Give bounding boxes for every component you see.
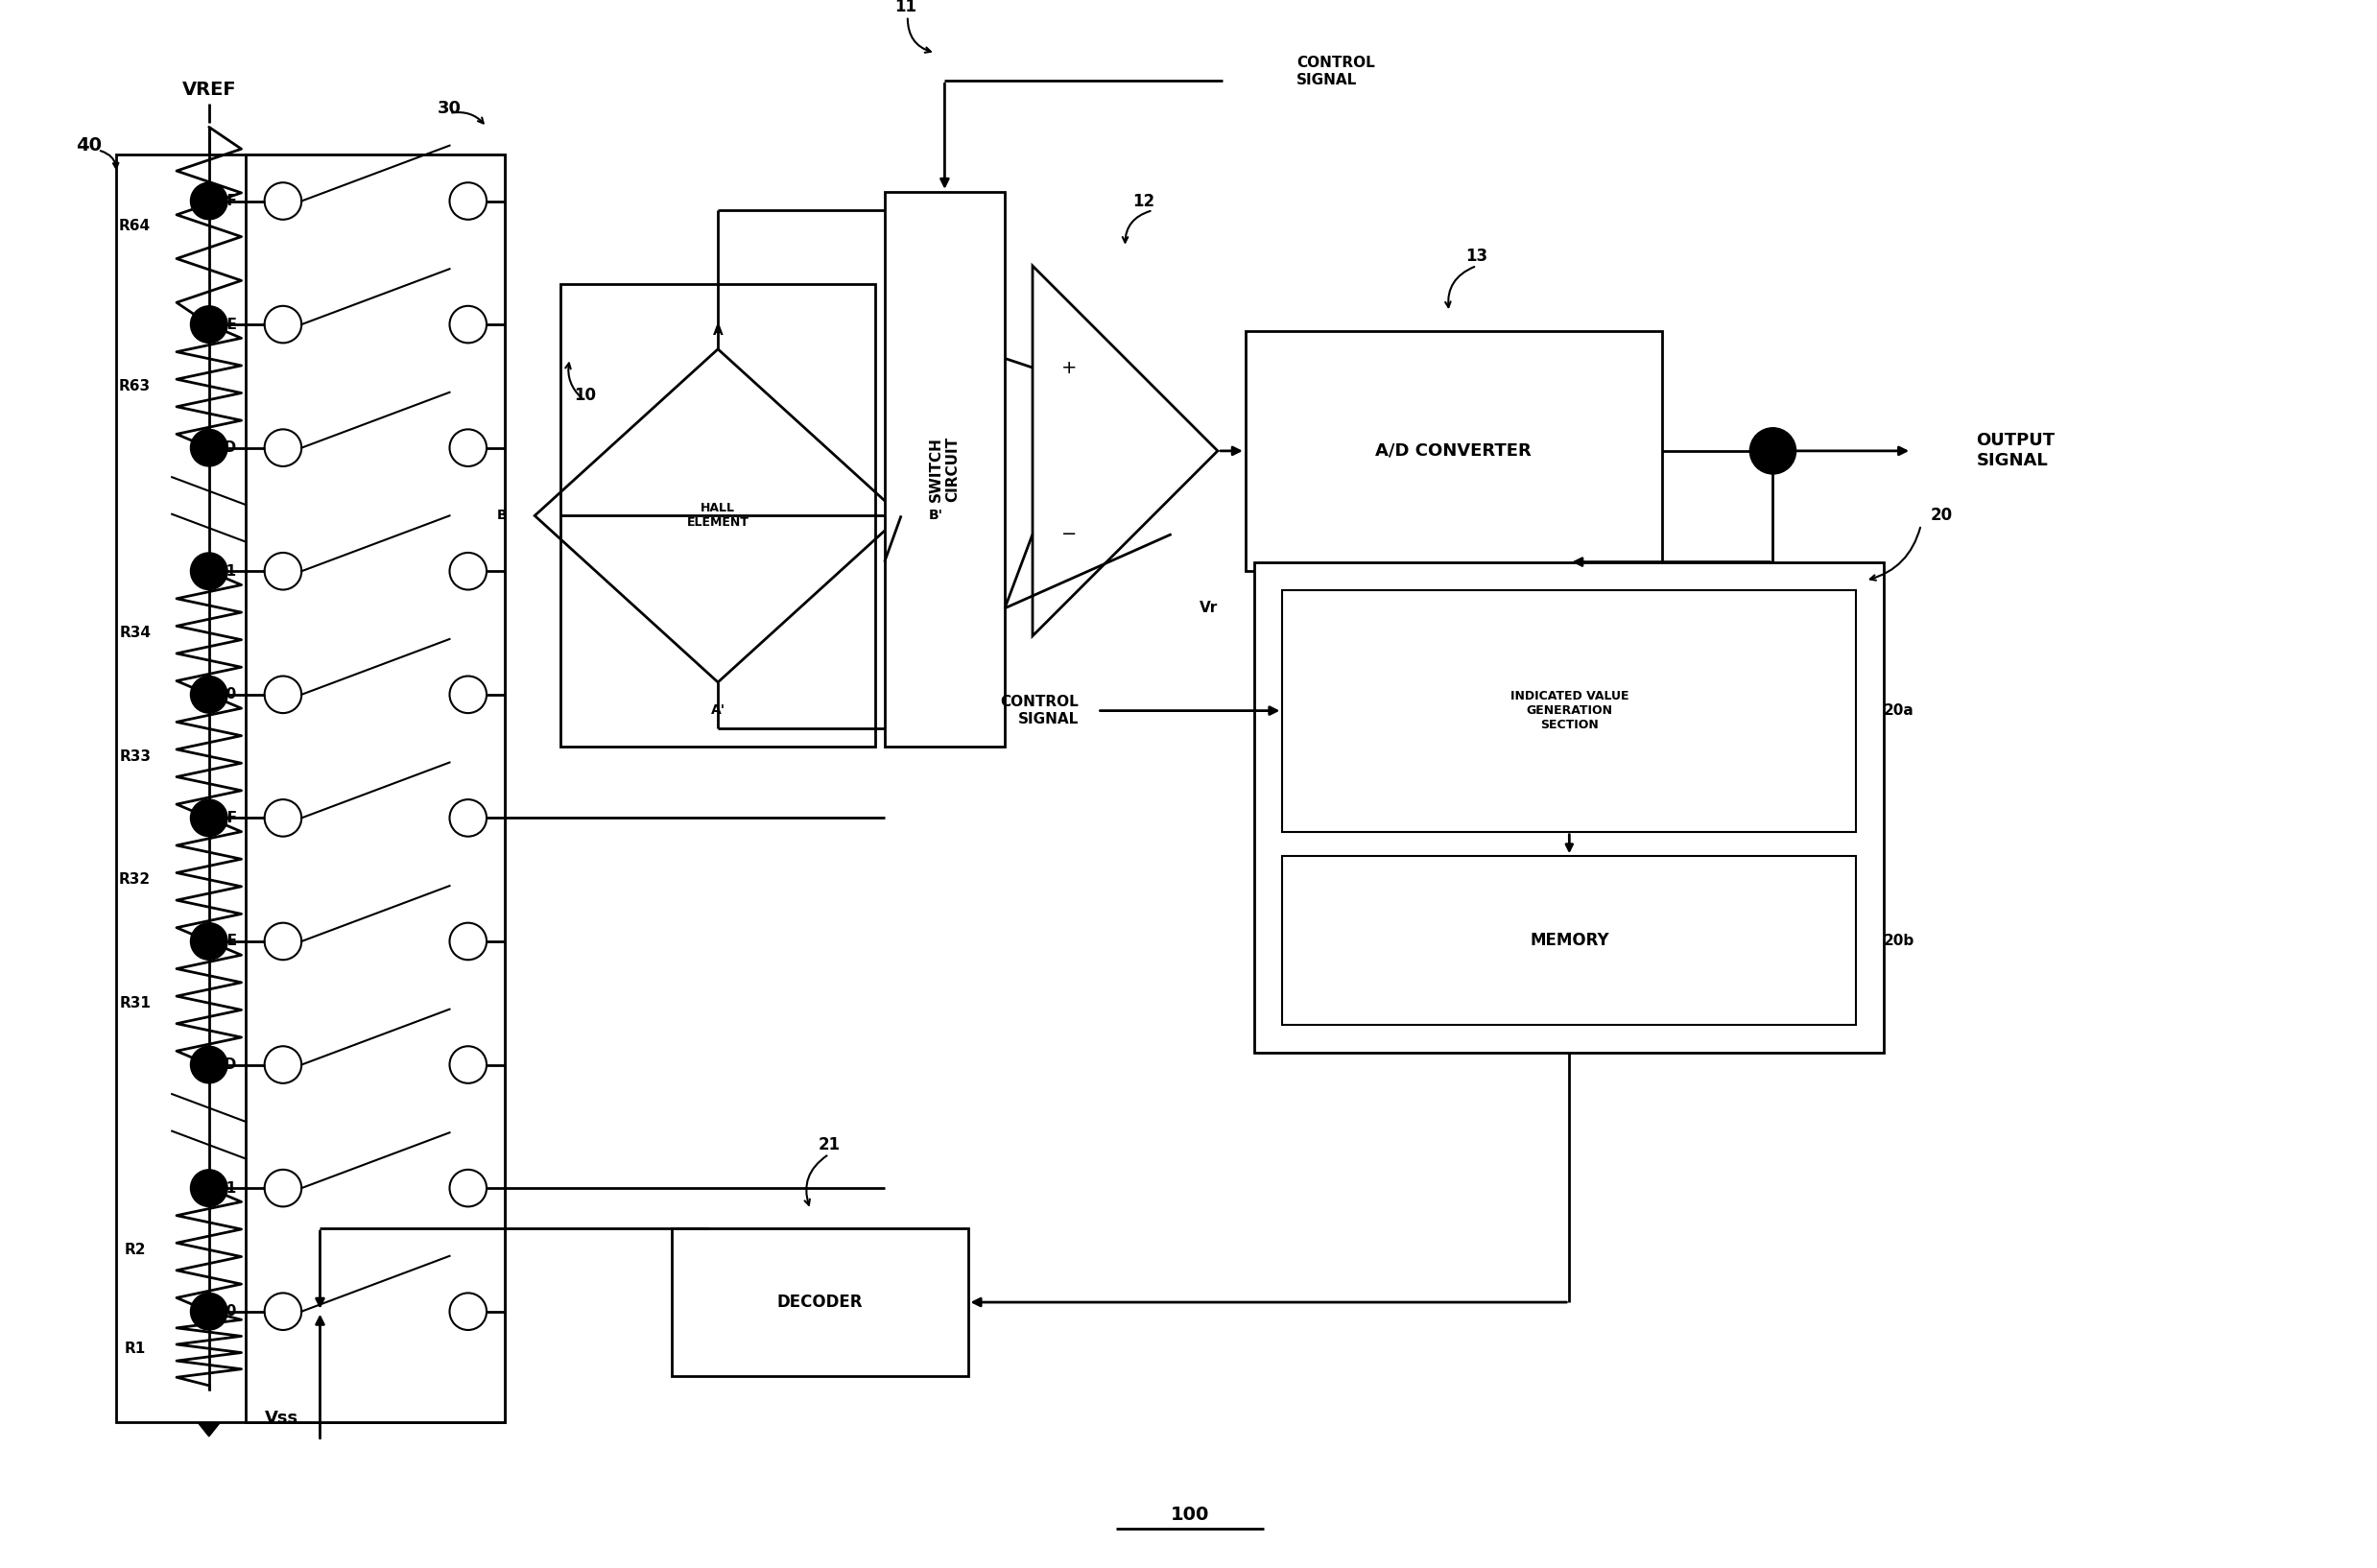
Text: B: B xyxy=(497,510,506,522)
Bar xyxy=(1246,331,1662,571)
Text: 40: 40 xyxy=(76,136,102,155)
Text: R33: R33 xyxy=(119,750,150,764)
Text: CONTROL
SIGNAL: CONTROL SIGNAL xyxy=(1001,695,1079,726)
Text: R34: R34 xyxy=(119,626,150,640)
Circle shape xyxy=(190,676,228,713)
Text: 1F: 1F xyxy=(216,194,238,209)
Text: B': B' xyxy=(929,510,944,522)
Text: 00: 00 xyxy=(216,687,238,702)
Text: DECODER: DECODER xyxy=(777,1294,863,1311)
Circle shape xyxy=(1749,428,1797,474)
Bar xyxy=(116,155,504,1422)
Circle shape xyxy=(190,552,228,590)
Text: HALL
ELEMENT: HALL ELEMENT xyxy=(687,502,749,528)
Text: 3E: 3E xyxy=(216,935,238,949)
Text: 21: 21 xyxy=(216,1181,238,1195)
Text: 30: 30 xyxy=(437,100,461,118)
Text: R64: R64 xyxy=(119,218,150,234)
Text: Vss: Vss xyxy=(264,1410,297,1427)
Bar xyxy=(673,1228,967,1377)
Bar xyxy=(1255,561,1885,1052)
Text: A: A xyxy=(713,325,723,337)
Polygon shape xyxy=(171,1391,245,1436)
Text: SWITCH
CIRCUIT: SWITCH CIRCUIT xyxy=(929,437,960,502)
Text: MEMORY: MEMORY xyxy=(1531,931,1609,949)
Text: 21: 21 xyxy=(818,1137,839,1154)
Text: OUTPUT
SIGNAL: OUTPUT SIGNAL xyxy=(1975,433,2056,469)
Text: R63: R63 xyxy=(119,379,150,394)
Text: 20: 20 xyxy=(216,1305,238,1319)
Text: −: − xyxy=(1063,525,1077,543)
Text: CONTROL
SIGNAL: CONTROL SIGNAL xyxy=(1295,56,1374,88)
Text: +: + xyxy=(1063,359,1077,376)
Text: R31: R31 xyxy=(119,996,150,1010)
Text: Vr: Vr xyxy=(1198,601,1217,615)
Text: INDICATED VALUE
GENERATION
SECTION: INDICATED VALUE GENERATION SECTION xyxy=(1509,690,1628,731)
Text: 11: 11 xyxy=(894,0,918,16)
Text: R32: R32 xyxy=(119,872,150,887)
Text: 100: 100 xyxy=(1169,1505,1210,1524)
Text: 1E: 1E xyxy=(216,317,238,331)
Bar xyxy=(884,191,1005,746)
Text: 01: 01 xyxy=(216,564,238,579)
Text: 13: 13 xyxy=(1467,248,1488,265)
Text: 10: 10 xyxy=(575,387,597,405)
Text: 3D: 3D xyxy=(214,1057,238,1073)
Bar xyxy=(1284,590,1856,831)
Bar xyxy=(245,155,504,1422)
Text: A/D CONVERTER: A/D CONVERTER xyxy=(1376,442,1531,459)
Circle shape xyxy=(190,182,228,220)
Circle shape xyxy=(190,1046,228,1083)
Circle shape xyxy=(190,924,228,960)
Text: 12: 12 xyxy=(1131,193,1155,210)
Circle shape xyxy=(190,800,228,836)
Bar xyxy=(561,284,875,746)
Text: 3F: 3F xyxy=(216,811,238,825)
Text: 20: 20 xyxy=(1930,506,1952,524)
Circle shape xyxy=(190,306,228,343)
Text: A': A' xyxy=(711,704,725,717)
Circle shape xyxy=(190,1170,228,1207)
Text: R2: R2 xyxy=(124,1242,145,1258)
Text: R1: R1 xyxy=(124,1341,145,1356)
Text: VREF: VREF xyxy=(181,82,235,99)
Text: 20a: 20a xyxy=(1885,704,1913,718)
Text: 20b: 20b xyxy=(1885,933,1916,947)
Bar xyxy=(1284,856,1856,1024)
Circle shape xyxy=(190,1294,228,1330)
Circle shape xyxy=(190,430,228,466)
Text: 1D: 1D xyxy=(214,441,238,455)
